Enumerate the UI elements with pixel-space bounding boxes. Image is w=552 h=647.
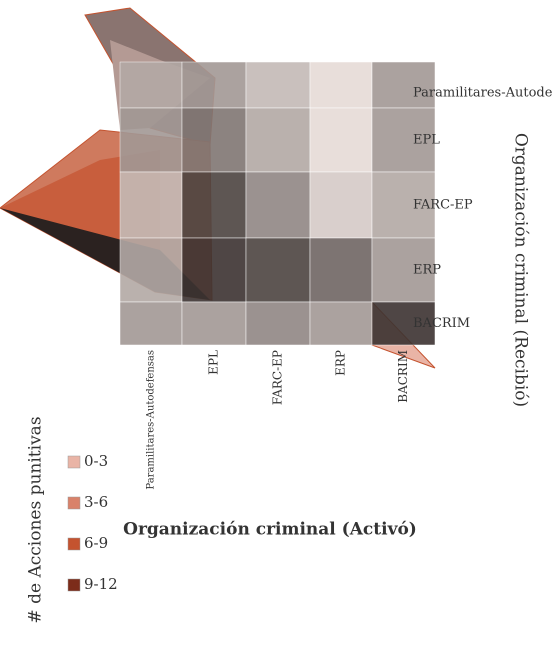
legend-label: 6-9 bbox=[84, 534, 108, 552]
y-tick-label: EPL bbox=[413, 133, 440, 148]
y-tick-label: ERP bbox=[413, 263, 441, 278]
cell bbox=[310, 62, 372, 108]
legend-swatch bbox=[68, 456, 80, 468]
cell bbox=[120, 108, 182, 172]
cell bbox=[246, 238, 310, 302]
cell bbox=[310, 108, 372, 172]
cells bbox=[120, 62, 435, 345]
x-tick-label: ERP bbox=[334, 350, 348, 376]
x-axis-label: Organización criminal (Activó) bbox=[123, 520, 417, 540]
x-tick-label: EPL bbox=[207, 350, 221, 375]
cell bbox=[310, 302, 372, 345]
cell bbox=[120, 62, 182, 108]
cell bbox=[120, 238, 182, 302]
legend-label: 9-12 bbox=[84, 575, 118, 593]
cell bbox=[182, 238, 246, 302]
cell bbox=[246, 62, 310, 108]
x-tick-label: Paramilitares-Autodefensas bbox=[146, 350, 157, 490]
cell bbox=[246, 302, 310, 345]
legend-swatch bbox=[68, 538, 80, 550]
legend-title: # de Acciones punitivas bbox=[26, 416, 46, 623]
y-tick-label: FARC-EP bbox=[413, 198, 473, 213]
x-tick-label: FARC-EP bbox=[271, 350, 285, 405]
legend-label: 3-6 bbox=[84, 493, 108, 511]
y-tick-label: BACRIM bbox=[413, 316, 470, 331]
cell bbox=[182, 62, 246, 108]
legend-swatch bbox=[68, 579, 80, 591]
cell bbox=[182, 302, 246, 345]
cell bbox=[182, 108, 246, 172]
y-axis-label: Organización criminal (Recibió) bbox=[511, 133, 531, 407]
x-tick-label: BACRIM bbox=[396, 350, 410, 403]
cell bbox=[246, 108, 310, 172]
cell bbox=[310, 172, 372, 238]
legend-swatch bbox=[68, 497, 80, 509]
cell bbox=[246, 172, 310, 238]
y-tick-label: Paramilitares-Autodefensas bbox=[413, 86, 552, 101]
cell bbox=[310, 238, 372, 302]
legend-label: 0-3 bbox=[84, 452, 108, 470]
cell bbox=[182, 172, 246, 238]
cell bbox=[120, 302, 182, 345]
cell bbox=[120, 172, 182, 238]
